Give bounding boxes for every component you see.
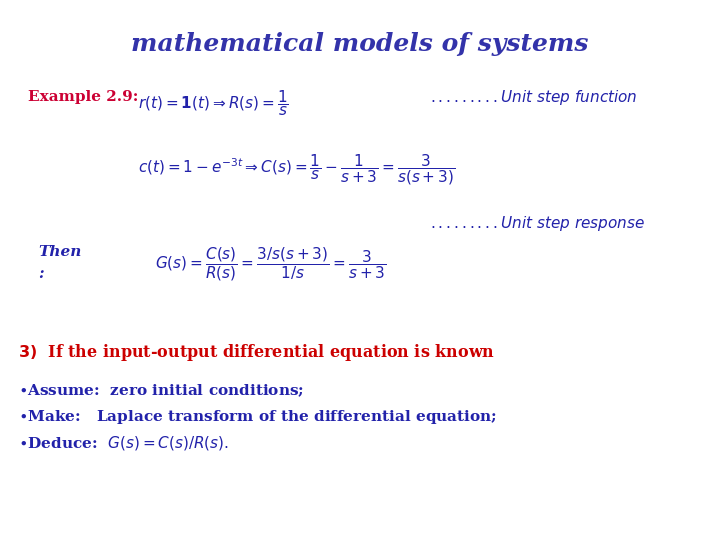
Text: :: :: [38, 267, 44, 281]
Text: $\bullet$Make:   Laplace transform of the differential equation;: $\bullet$Make: Laplace transform of the …: [18, 408, 497, 426]
Text: $c(t)=1-e^{-3t}\Rightarrow C(s)=\dfrac{1}{s}-\dfrac{1}{s+3}=\dfrac{3}{s(s+3)}$: $c(t)=1-e^{-3t}\Rightarrow C(s)=\dfrac{1…: [138, 152, 455, 187]
Text: $\mathbf{3)}$  If the input-output differential equation is known: $\mathbf{3)}$ If the input-output differ…: [18, 342, 495, 363]
Text: Then: Then: [38, 245, 81, 259]
Text: $.........Unit\ step\ function$: $.........Unit\ step\ function$: [430, 88, 637, 107]
Text: mathematical models of systems: mathematical models of systems: [131, 32, 589, 56]
Text: $\bullet$Assume:  zero initial conditions;: $\bullet$Assume: zero initial conditions…: [18, 382, 304, 399]
Text: $G(s)=\dfrac{C(s)}{R(s)}=\dfrac{3/s(s+3)}{1/s}=\dfrac{3}{s+3}$: $G(s)=\dfrac{C(s)}{R(s)}=\dfrac{3/s(s+3)…: [155, 245, 387, 283]
Text: $\bullet$Deduce:  $\mathit{G(s)=C(s)/R(s).}$: $\bullet$Deduce: $\mathit{G(s)=C(s)/R(s)…: [18, 434, 229, 452]
Text: $r(t)=\mathbf{1}(t)\Rightarrow R(s)=\dfrac{1}{s}$: $r(t)=\mathbf{1}(t)\Rightarrow R(s)=\dfr…: [138, 88, 289, 118]
Text: $.........Unit\ step\ response$: $.........Unit\ step\ response$: [430, 214, 645, 233]
Text: Example 2.9:: Example 2.9:: [28, 90, 138, 104]
